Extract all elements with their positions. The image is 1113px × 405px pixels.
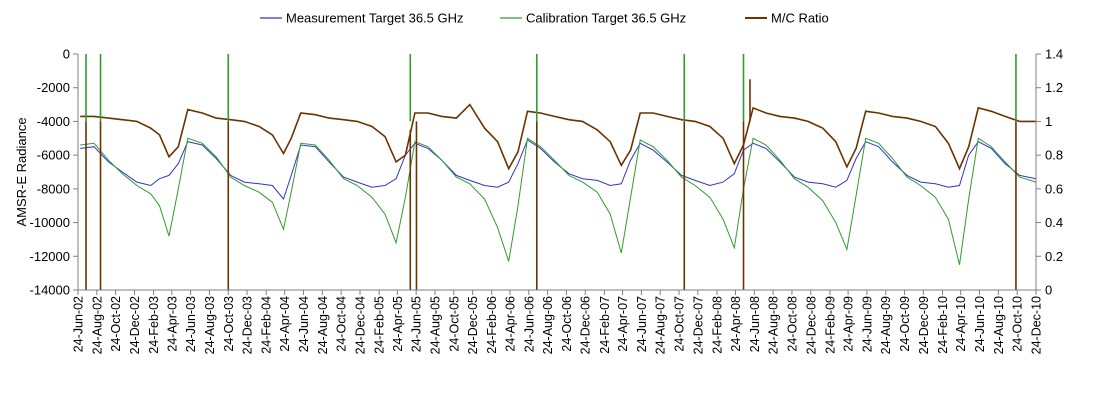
x-tick-label-48: 24-Jun-10 xyxy=(973,296,987,352)
y-right-tick-label-1: 1.2 xyxy=(1045,80,1063,95)
plot-lines xyxy=(80,103,1037,265)
x-tick-label-37: 24-Aug-08 xyxy=(767,296,781,354)
y-right-tick-label-5: 0.4 xyxy=(1045,215,1063,230)
x-tick-label-46: 24-Feb-10 xyxy=(936,296,950,354)
x-tick-label-7: 24-Aug-03 xyxy=(203,296,217,354)
y-right-tick-label-0: 1.4 xyxy=(1045,47,1063,62)
x-tick-label-26: 24-Oct-06 xyxy=(560,296,574,352)
x-tick-label-19: 24-Aug-05 xyxy=(429,296,443,354)
x-tick-label-45: 24-Dec-09 xyxy=(917,296,931,354)
y-right-tick-label-4: 0.6 xyxy=(1045,181,1063,196)
x-tick-label-21: 24-Dec-05 xyxy=(466,296,480,354)
x-tick-label-10: 24-Feb-04 xyxy=(260,296,274,354)
x-axis-ticks: 24-Jun-02 24-Aug-02 24-Oct-02 24-Dec-02 24-F… xyxy=(72,290,1044,354)
x-tick-label-43: 24-Aug-09 xyxy=(879,296,893,354)
x-tick-label-36: 24-Jun-08 xyxy=(748,296,762,352)
x-tick-label-35: 24-Apr-08 xyxy=(729,296,743,352)
series-line-2 xyxy=(80,137,1037,265)
x-tick-label-9: 24-Dec-03 xyxy=(241,296,255,354)
series-line-3 xyxy=(80,103,1036,171)
y-right-tick-label-3: 0.8 xyxy=(1045,148,1063,163)
y-right-tick-label-7: 0 xyxy=(1045,283,1052,298)
x-tick-label-31: 24-Aug-07 xyxy=(654,296,668,354)
x-tick-label-25: 24-Aug-06 xyxy=(541,296,555,354)
y-left-tick-label-7: -14000 xyxy=(30,283,70,298)
x-tick-label-6: 24-Jun-03 xyxy=(184,296,198,352)
x-tick-label-12: 24-Jun-04 xyxy=(297,296,311,352)
x-tick-label-3: 24-Dec-02 xyxy=(128,296,142,354)
spike-lines xyxy=(85,54,1017,290)
x-tick-label-41: 24-Apr-09 xyxy=(842,296,856,352)
legend-label-1: Measurement Target 36.5 GHz xyxy=(286,11,464,26)
x-tick-label-51: 24-Dec-10 xyxy=(1030,296,1044,354)
legend-label-3: M/C Ratio xyxy=(771,11,829,26)
x-tick-label-14: 24-Oct-04 xyxy=(335,296,349,352)
y-left-tick-label-3: -6000 xyxy=(37,148,70,163)
x-tick-label-0: 24-Jun-02 xyxy=(72,296,86,352)
x-tick-label-49: 24-Aug-10 xyxy=(992,296,1006,354)
x-tick-label-32: 24-Oct-07 xyxy=(673,296,687,352)
y-right-tick-label-6: 0.2 xyxy=(1045,249,1063,264)
x-tick-label-50: 24-Oct-10 xyxy=(1011,296,1025,352)
y-left-tick-label-0: 0 xyxy=(63,47,70,62)
x-tick-label-2: 24-Oct-02 xyxy=(109,296,123,352)
x-tick-label-11: 24-Apr-04 xyxy=(278,296,292,352)
legend: Measurement Target 36.5 GHz Calibration T… xyxy=(260,11,829,26)
series-line-1 xyxy=(80,139,1037,201)
x-tick-label-28: 24-Feb-07 xyxy=(598,296,612,354)
x-tick-label-22: 24-Feb-06 xyxy=(485,296,499,354)
x-tick-label-47: 24-Apr-10 xyxy=(954,296,968,352)
y-left-tick-label-5: -10000 xyxy=(30,215,70,230)
y-axis-label: AMSR-E Radiance xyxy=(14,117,29,226)
x-tick-label-38: 24-Oct-08 xyxy=(785,296,799,352)
x-tick-label-20: 24-Oct-05 xyxy=(447,296,461,352)
x-tick-label-39: 24-Dec-08 xyxy=(804,296,818,354)
y-left-tick-label-4: -8000 xyxy=(37,181,70,196)
x-tick-label-40: 24-Feb-09 xyxy=(823,296,837,354)
x-tick-label-16: 24-Feb-05 xyxy=(373,296,387,354)
x-tick-label-44: 24-Oct-09 xyxy=(898,296,912,352)
x-tick-label-8: 24-Oct-03 xyxy=(222,296,236,352)
x-tick-label-42: 24-Jun-09 xyxy=(860,296,874,352)
x-tick-label-15: 24-Dec-04 xyxy=(354,296,368,354)
x-tick-label-30: 24-Jun-07 xyxy=(635,296,649,352)
y-right-tick-label-2: 1 xyxy=(1045,114,1052,129)
x-tick-label-29: 24-Apr-07 xyxy=(616,296,630,352)
x-tick-label-34: 24-Feb-08 xyxy=(711,296,725,354)
y-axis-left-ticks: 0 -2000 -4000 -6000 -8000 -10000 -12000 -14000 xyxy=(30,47,78,298)
x-tick-label-1: 24-Aug-02 xyxy=(90,296,104,354)
x-tick-label-4: 24-Feb-03 xyxy=(147,296,161,354)
x-tick-label-5: 24-Apr-03 xyxy=(165,296,179,352)
x-tick-label-18: 24-Jun-05 xyxy=(410,296,424,352)
x-tick-label-17: 24-Apr-05 xyxy=(391,296,405,352)
y-axis-right-ticks: 1.4 1.2 1 0.8 0.6 0.4 0.2 0 xyxy=(1036,47,1063,298)
x-tick-label-33: 24-Dec-07 xyxy=(691,296,705,354)
x-tick-label-13: 24-Aug-04 xyxy=(316,296,330,354)
axes xyxy=(77,54,1037,291)
y-left-tick-label-1: -2000 xyxy=(37,80,70,95)
y-left-tick-label-2: -4000 xyxy=(37,114,70,129)
legend-label-2: Calibration Target 36.5 GHz xyxy=(526,11,686,26)
x-tick-label-23: 24-Apr-06 xyxy=(503,296,517,352)
x-tick-label-27: 24-Dec-06 xyxy=(579,296,593,354)
y-left-tick-label-6: -12000 xyxy=(30,249,70,264)
x-tick-label-24: 24-Jun-06 xyxy=(522,296,536,352)
